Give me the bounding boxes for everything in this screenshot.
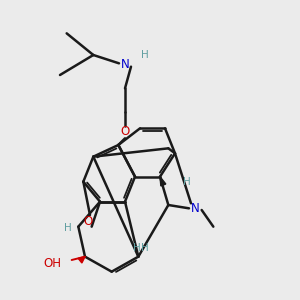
Text: H: H	[141, 50, 149, 60]
Text: OH: OH	[44, 257, 62, 270]
Text: H: H	[64, 223, 72, 233]
Text: N: N	[190, 202, 200, 215]
Text: O: O	[84, 215, 93, 228]
Text: O: O	[120, 125, 130, 138]
Text: H: H	[141, 243, 149, 253]
Polygon shape	[78, 257, 85, 263]
Polygon shape	[160, 177, 166, 186]
Text: N: N	[121, 58, 129, 71]
Text: H: H	[183, 177, 190, 187]
Text: H: H	[133, 243, 140, 253]
